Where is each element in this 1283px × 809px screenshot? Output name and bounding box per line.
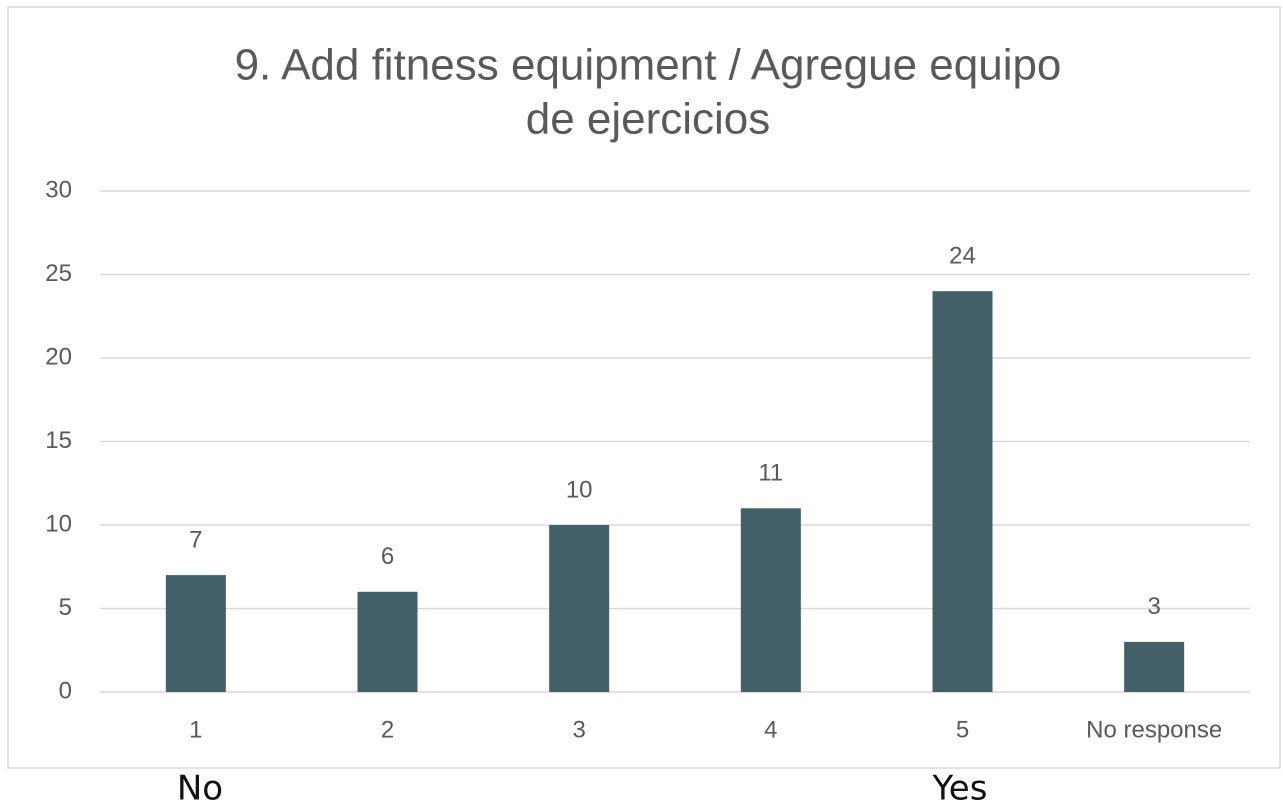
bar	[357, 591, 418, 692]
x-tick-label: 5	[956, 716, 969, 743]
x-tick-label: 4	[764, 716, 777, 743]
x-tick-label: 2	[381, 716, 394, 743]
data-label: 6	[381, 543, 394, 570]
y-tick-label: 5	[59, 594, 72, 621]
y-tick-label: 20	[45, 343, 72, 370]
bar	[1124, 641, 1185, 692]
y-tick-label: 10	[45, 510, 72, 537]
y-tick-label: 15	[45, 427, 72, 454]
annotation: Yes	[932, 769, 988, 809]
bar	[740, 508, 801, 692]
data-label: 3	[1147, 593, 1160, 620]
x-tick-label: 1	[189, 716, 202, 743]
y-tick-label: 30	[45, 176, 72, 203]
bar	[165, 575, 226, 692]
y-tick-label: 0	[59, 677, 72, 704]
x-tick-label: No response	[1086, 716, 1222, 743]
data-label: 10	[566, 476, 593, 503]
x-tick-label: 3	[572, 716, 585, 743]
data-label: 11	[758, 460, 783, 487]
chart-title: 9. Add fitness equipment / Agregue equip…	[235, 41, 1062, 90]
chart-title: de ejercicios	[526, 95, 771, 144]
data-label: 24	[949, 243, 976, 270]
data-label: 7	[189, 526, 202, 553]
bar	[932, 291, 993, 692]
bar	[549, 525, 610, 692]
y-tick-label: 25	[45, 260, 72, 287]
annotation: No	[177, 769, 223, 809]
